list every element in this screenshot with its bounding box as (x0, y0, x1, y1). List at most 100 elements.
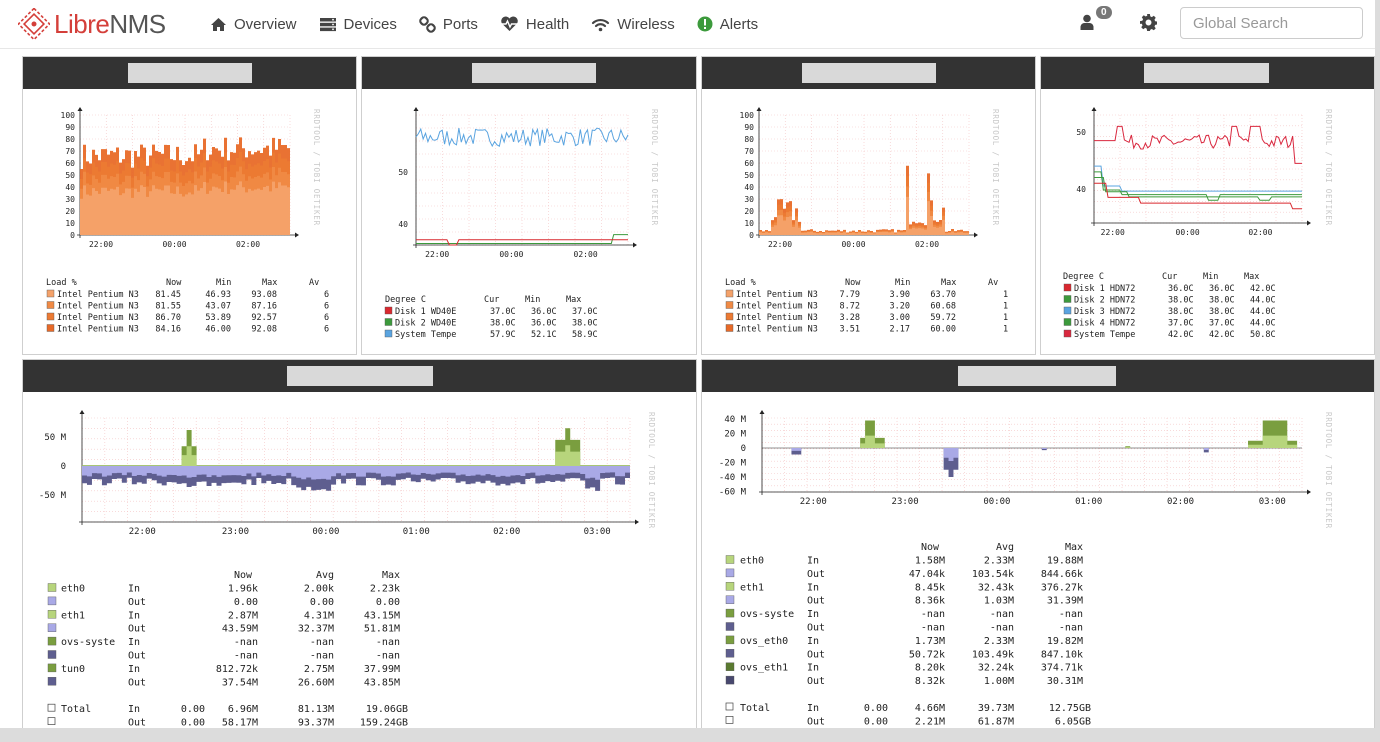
g-temp2-legend-value: 36.0C (1168, 284, 1194, 294)
g-cpu2-legend-value: 3.90 (890, 290, 910, 300)
g-temp1-xtick: 02:00 (574, 250, 598, 259)
g-cpu2-legend-value: 3.20 (890, 302, 910, 312)
g-traf1-legend-value: 4.31M (304, 610, 334, 621)
g-cpu2-ytick: 100 (740, 111, 755, 120)
g-traf1-legend-header: Now (234, 570, 253, 581)
temperature-widget-2: 22:00 00:00 02:00 50 40 RRDTOOL / TOBI OETIKE… (1040, 56, 1375, 355)
g-traf1-legend-direction: Out (128, 597, 146, 608)
g-traf1-xtick: 02:00 (493, 527, 520, 537)
g-traf2-legend-value: 374.71k (1041, 663, 1083, 674)
g-cpu2-legend-value: 2.17 (890, 325, 910, 335)
g-traf2-legend-value: 8.20k (915, 663, 945, 674)
g-cpu2-legend-label: Intel Pentium N3 (736, 313, 818, 323)
g-temp1-legend-label: Disk 1 WD40E (395, 307, 456, 317)
traffic-graph-2[interactable]: 22:00 23:00 00:00 01:00 02:00 03:00 40 M 20 M 0 -… (702, 392, 1375, 728)
g-traf1-legend-value: 43.85M (364, 677, 400, 688)
g-cpu1-series-0 (80, 181, 290, 235)
g-cpu1-legend-label: Intel Pentium N3 (57, 325, 139, 335)
g-traf2-legend-swatch (725, 582, 735, 591)
temperature-widget-1-header[interactable] (362, 57, 696, 89)
home-icon (211, 17, 226, 31)
cpu-widget-1-header[interactable] (23, 57, 356, 89)
g-traf2-legend-direction: Out (807, 623, 825, 634)
g-temp2-legend-value: 42.0C (1168, 330, 1194, 340)
g-temp2-series-disk2 (1094, 171, 1302, 201)
g-traf1-total-direction: In (128, 704, 140, 715)
g-temp2-legend-label: Disk 2 HDN72 (1074, 296, 1135, 306)
cpu-widget-2-header[interactable] (702, 57, 1035, 89)
g-traf1-total-value: 58.17M (222, 718, 258, 728)
traffic-graph-1[interactable]: 22:00 23:00 00:00 01:00 02:00 03:00 50 M 0 -50 M… (23, 392, 697, 728)
g-traf2-legend-value: 1.03M (984, 596, 1014, 607)
g-traf2-xaxis-arrow (1307, 489, 1311, 495)
temperature-widget-2-header[interactable] (1041, 57, 1374, 89)
settings-menu[interactable] (1140, 14, 1158, 36)
wifi-icon (592, 18, 610, 31)
g-cpu2-legend-value: 1 (1003, 302, 1008, 312)
g-traf1-legend-value: 37.54M (222, 677, 258, 688)
g-cpu1-watermark: RRDTOOL / TOBI OETIKER (312, 109, 321, 226)
g-traf1-in-eth1 (82, 445, 630, 466)
g-cpu2-ytick: 70 (744, 147, 754, 156)
g-traf1-legend-label: eth1 (61, 610, 85, 621)
nav-wireless[interactable]: Wireless (591, 16, 675, 33)
g-temp2-legend-swatch (1063, 329, 1072, 338)
nav-alerts[interactable]: Alerts (697, 16, 758, 33)
g-temp2-watermark: RRDTOOL / TOBI OETIKER (1324, 109, 1333, 226)
g-temp1-legend-value: 36.0C (531, 307, 557, 317)
g-temp2-ytick: 40 (1076, 185, 1086, 194)
g-traf2-total-checkbox (725, 702, 734, 711)
g-traf2-legend-swatch (725, 568, 735, 578)
g-temp2-legend-swatch (1063, 306, 1072, 315)
g-cpu1-yaxis-arrow (77, 107, 83, 111)
global-search-input[interactable] (1180, 7, 1363, 39)
nav-devices[interactable]: Devices (319, 16, 397, 33)
nav-ports[interactable]: Ports (419, 16, 478, 33)
user-menu[interactable]: 0 (1080, 6, 1112, 35)
g-traf1-legend-direction: Out (128, 677, 146, 688)
g-cpu2-legend-value: 1 (1003, 325, 1008, 335)
nav-health[interactable]: Health (500, 16, 569, 33)
g-traf2-total-label: Total (740, 703, 770, 714)
g-cpu1-legend-value: 86.70 (155, 313, 181, 323)
g-cpu1-legend-header: Av (309, 278, 319, 288)
g-cpu2-ytick: 60 (744, 159, 754, 168)
top-navbar: LibreNMS Overview Devices Ports Health W… (0, 0, 1375, 49)
g-traf2-total-value: 0.00 (864, 716, 888, 727)
g-traf2-total-value: 0.00 (864, 703, 888, 714)
g-traf1-legend-swatch (47, 623, 57, 632)
g-traf2-legend-direction: In (807, 556, 819, 567)
traffic-widget-2-header[interactable] (702, 360, 1374, 392)
g-traf2-legend-value: 2.33M (984, 636, 1014, 647)
g-traf2-legend-label: eth1 (740, 582, 764, 593)
nav-overview[interactable]: Overview (210, 16, 297, 33)
temperature-widget-1-title-redacted (472, 63, 596, 83)
g-traf2-ytick: -60 M (719, 488, 747, 498)
g-traf1-legend-value: 1.96k (228, 584, 258, 595)
g-temp1-xaxis-arrow (633, 242, 637, 248)
g-temp1-legend-swatch (384, 318, 393, 326)
g-traf2-legend-value: 8.45k (915, 582, 945, 593)
g-traf1-legend-value: 2.00k (304, 584, 334, 595)
g-traf2-legend-value: -nan (1059, 623, 1083, 634)
temperature-graph-2[interactable]: 22:00 00:00 02:00 50 40 RRDTOOL / TOBI OETIKE… (1041, 89, 1375, 355)
g-traf2-legend-direction: In (807, 609, 819, 620)
temperature-graph-1[interactable]: 22:00 00:00 02:00 50 40 RRDTOOL / TOBI OETIKE… (362, 89, 697, 355)
g-cpu2-legend-value: 63.70 (930, 290, 956, 300)
g-temp2-series-disk1 (1094, 182, 1302, 210)
temperature-widget-2-title-redacted (1144, 63, 1269, 83)
g-traf2-legend-swatch (725, 635, 735, 645)
g-traf1-xaxis-arrow (635, 519, 639, 525)
g-cpu1-legend-value: 92.57 (251, 313, 277, 323)
g-temp2-legend-label: Disk 3 HDN72 (1074, 307, 1135, 317)
g-temp2-legend-label: Disk 4 HDN72 (1074, 319, 1135, 329)
g-cpu1-ytick: 40 (65, 183, 75, 192)
link-icon (419, 15, 436, 33)
g-cpu1-legend-swatch (46, 312, 55, 321)
g-cpu1-legend-label: Intel Pentium N3 (57, 290, 139, 300)
librenms-logo[interactable]: LibreNMS (18, 8, 166, 40)
g-temp1-legend-header: Min (525, 295, 540, 305)
traffic-widget-1-header[interactable] (23, 360, 696, 392)
